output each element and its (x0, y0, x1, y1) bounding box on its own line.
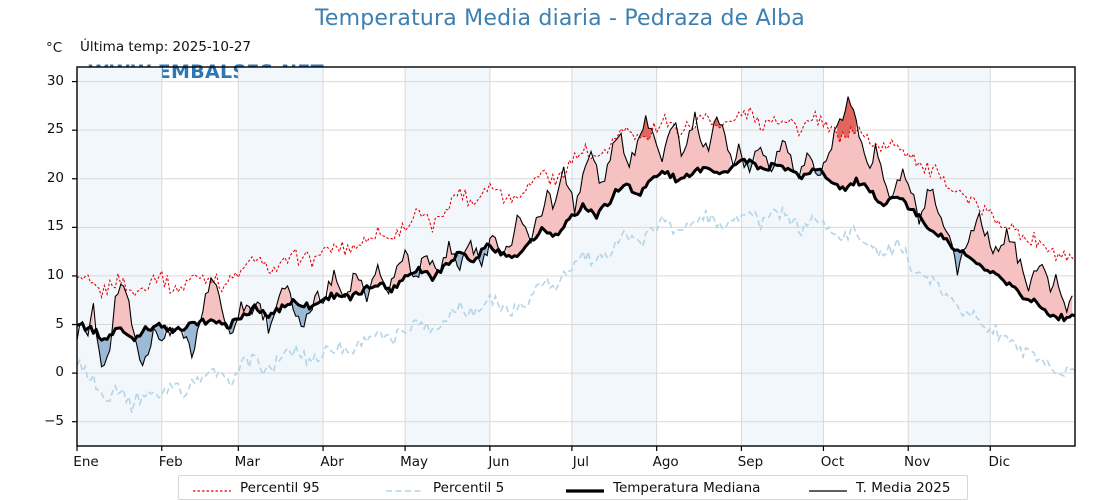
x-tick-label-feb: Feb (158, 454, 183, 470)
fill-above-median (202, 282, 228, 329)
fill-above-median (755, 147, 769, 171)
y-tick-label: 15 (46, 218, 64, 235)
last-temperature-date-label: Última temp: 2025-10-27 (80, 39, 252, 55)
fill-above-median (921, 189, 952, 249)
legend-label: Temperatura Mediana (613, 479, 761, 496)
legend-label: Percentil 5 (433, 479, 505, 496)
y-tick-label: 25 (46, 121, 64, 138)
y-tick-label: 10 (46, 266, 64, 283)
y-tick-label: 0 (55, 364, 64, 381)
x-tick-label-jul: Jul (572, 454, 590, 470)
x-tick-label-sep: Sep (737, 454, 764, 470)
legend-entry-0[interactable]: Percentil 95 (179, 476, 372, 499)
fill-below-median (230, 318, 236, 334)
series-line-temperatura-mediana (76, 157, 1076, 343)
fill-above-median (965, 213, 1073, 321)
fill-above-median (276, 285, 291, 312)
legend-label: T. Media 2025 (856, 479, 951, 496)
month-band (238, 67, 324, 446)
fill-above-median (533, 124, 731, 241)
series-line-t-media-2025 (76, 96, 1073, 368)
fill-above-median (776, 140, 794, 172)
fill-above-median (314, 291, 318, 305)
legend-swatch-icon (386, 482, 424, 494)
x-tick-label-mar: Mar (234, 454, 261, 470)
series-line-percentil-5 (76, 205, 1076, 413)
chart-title: Temperatura Media diaria - Pedraza de Al… (314, 6, 805, 31)
x-tick-label-may: May (400, 454, 429, 470)
legend-entry-1[interactable]: Percentil 5 (372, 476, 552, 499)
fill-above-p95 (837, 96, 857, 143)
x-tick-label-oct: Oct (820, 454, 845, 470)
x-tick-label-abr: Abr (320, 454, 344, 470)
series-line-percentil-95 (76, 105, 1076, 300)
x-tick-label-ene: Ene (73, 454, 99, 470)
y-tick-label: 30 (46, 72, 64, 89)
plot-frame (76, 66, 1076, 447)
x-tick-label-dic: Dic (988, 454, 1011, 470)
y-axis-unit-label: °C (46, 40, 63, 56)
fill-below-median (457, 252, 463, 271)
legend-swatch-icon (193, 482, 231, 494)
fill-above-p95 (640, 115, 652, 141)
legend-label: Percentil 95 (240, 479, 320, 496)
fill-above-median (489, 235, 501, 256)
legend-entry-2[interactable]: Temperatura Mediana (552, 476, 795, 499)
fill-above-median (506, 215, 529, 258)
month-band (77, 67, 162, 446)
y-tick-label: −5 (44, 412, 64, 429)
chart-legend: Percentil 95 Percentil 5 Temperatura Media… (178, 475, 968, 500)
fill-above-median (823, 127, 890, 206)
fill-below-median (183, 321, 201, 358)
legend-swatch-icon (566, 482, 604, 494)
x-tick-label-ago: Ago (652, 454, 679, 470)
x-tick-label-nov: Nov (904, 454, 931, 470)
legend-swatch-icon (809, 482, 847, 494)
fill-above-median (112, 284, 135, 341)
x-tick-label-jun: Jun (488, 454, 510, 470)
month-band (741, 67, 824, 446)
legend-entry-3[interactable]: T. Media 2025 (795, 476, 950, 499)
y-tick-label: 5 (55, 315, 64, 332)
fill-above-median (391, 250, 411, 292)
y-tick-label: 20 (46, 169, 64, 186)
fill-above-median (894, 168, 917, 216)
fill-below-median (364, 285, 370, 302)
